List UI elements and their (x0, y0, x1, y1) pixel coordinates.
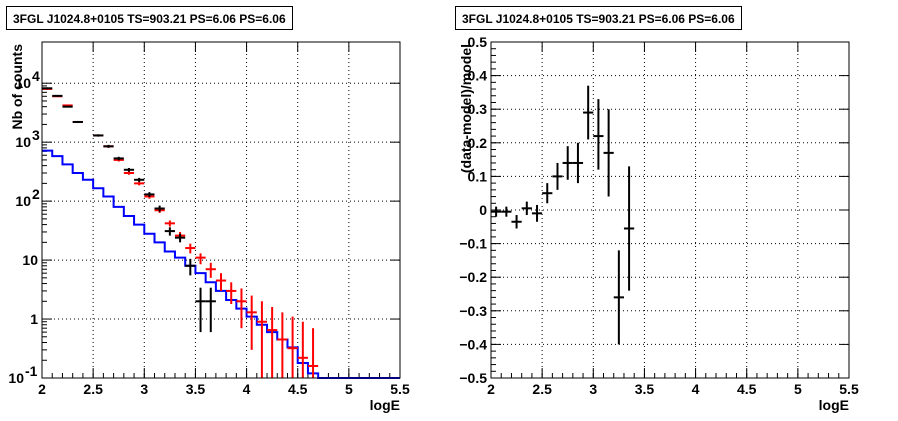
plot-area (491, 42, 849, 378)
x-tick-label: 5 (794, 381, 802, 397)
y-tick-label: −0.4 (459, 336, 487, 352)
data-point (583, 85, 594, 140)
data-point (174, 233, 186, 243)
x-tick-label: 4 (243, 381, 251, 397)
data-point (123, 167, 135, 172)
data-point (623, 166, 635, 291)
data-point (154, 205, 165, 212)
data-point (491, 206, 502, 217)
y-tick-exponent: 2 (32, 186, 40, 202)
data-point (123, 171, 135, 175)
data-point (511, 215, 522, 229)
y-tick-label: 10 (15, 134, 31, 150)
plot-frame (490, 41, 850, 379)
y-tick-label: 0.5 (468, 34, 488, 50)
data-point (277, 312, 288, 378)
y-tick-exponent: -1 (25, 363, 38, 379)
y-tick-label: 0.3 (468, 101, 488, 117)
x-tick-label: 2 (38, 381, 46, 397)
data-point (226, 282, 237, 304)
model-step-line (42, 149, 400, 379)
data-point (603, 109, 614, 197)
data-point (297, 321, 308, 378)
data-point (267, 307, 278, 378)
x-tick-label: 4.5 (737, 381, 757, 397)
data-point (164, 227, 175, 236)
y-tick-label: 10 (22, 252, 38, 268)
y-tick-label: 10 (15, 75, 31, 91)
data-point (42, 87, 53, 90)
data-point (572, 142, 584, 184)
data-point (52, 94, 63, 97)
plot-frame (41, 41, 401, 379)
y-tick-label: −0.2 (459, 269, 487, 285)
x-tick-label: 3.5 (635, 381, 655, 397)
x-tick-label: 5 (345, 381, 353, 397)
data-point (103, 144, 114, 148)
y-tick-label: 0.2 (468, 135, 488, 151)
data-point (542, 183, 553, 204)
x-tick-label: 3 (589, 381, 597, 397)
counts-chart-title: 3FGL J1024.8+0105 TS=903.21 PS=6.06 PS=6… (6, 6, 293, 30)
y-tick-exponent: 3 (32, 127, 40, 143)
data-point (185, 243, 196, 254)
data-point (134, 177, 145, 182)
data-point (501, 206, 512, 217)
y-tick-label: 0.4 (468, 68, 488, 84)
y-tick-label: 1 (30, 311, 38, 327)
x-tick-label: 4 (692, 381, 700, 397)
data-point (144, 192, 155, 197)
data-point (531, 204, 543, 222)
y-tick-label: 10 (8, 370, 24, 386)
data-point (256, 301, 268, 378)
data-point (215, 273, 227, 291)
data-point (195, 287, 206, 333)
data-point (246, 295, 257, 350)
y-axis-title: (data-model)/model (458, 44, 474, 173)
x-tick-label: 2.5 (532, 381, 552, 397)
x-tick-label: 2 (487, 381, 495, 397)
y-tick-label: 0 (479, 202, 487, 218)
y-tick-label: −0.1 (459, 236, 487, 252)
x-tick-label: 3 (140, 381, 148, 397)
data-point (134, 181, 145, 186)
data-point (205, 287, 216, 333)
data-point (613, 250, 624, 345)
data-point (93, 134, 104, 137)
x-tick-label: 2.5 (83, 381, 103, 397)
x-tick-label: 5.5 (390, 381, 410, 397)
data-point (307, 328, 319, 378)
data-point (164, 220, 175, 227)
data-point (205, 262, 216, 278)
y-tick-label: 10 (15, 193, 31, 209)
residuals-chart-title: 3FGL J1024.8+0105 TS=903.21 PS=6.06 PS=6… (455, 6, 742, 30)
x-axis-title: logE (370, 397, 400, 413)
data-point (62, 105, 73, 108)
y-tick-label: −0.3 (459, 303, 487, 319)
data-point (593, 99, 604, 170)
x-tick-label: 5.5 (839, 381, 859, 397)
data-point (195, 253, 206, 265)
data-point (72, 120, 83, 124)
data-point (562, 146, 573, 180)
data-point (287, 316, 298, 378)
data-point (113, 156, 124, 161)
residuals-panel: 2 2.5 3 3.5 4 4.5 5 5.5 −0.5 −0.4 −0.3 −0.2 −0.1 0 0.1… (449, 0, 898, 421)
counts-panel: 2 2.5 3 3.5 4 4.5 5 5.5 10 -1 1 10 10 2 10 3 10 4 logE Nb o… (6, 6, 410, 413)
x-tick-label: 3.5 (186, 381, 206, 397)
x-tick-label: 4.5 (288, 381, 308, 397)
data-point (552, 162, 563, 190)
x-axis-title: logE (819, 397, 849, 413)
plot-area (42, 42, 400, 378)
residuals-chart: 2 2.5 3 3.5 4 4.5 5 5.5 −0.5 −0.4 −0.3 −0.2 −0.1 0 0.1… (458, 34, 859, 413)
y-tick-label: 0.1 (468, 168, 488, 184)
y-tick-label: −0.5 (459, 370, 487, 386)
data-point (185, 258, 196, 276)
data-point (236, 288, 247, 329)
y-axis-title: Nb of counts (9, 44, 25, 130)
data-point (521, 201, 532, 216)
y-tick-exponent: 4 (32, 68, 40, 84)
